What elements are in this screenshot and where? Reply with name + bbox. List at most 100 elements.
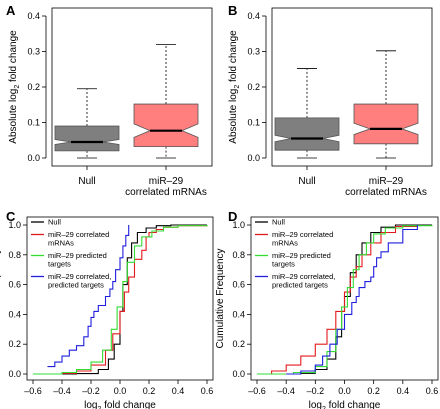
panel-c: 0.0 0.2 0.4 0.6 0.8 1.0 Cumulative Frequency –0… (0, 216, 214, 409)
y-tick-label: 0.4 (247, 11, 260, 21)
legend-label: miR–29 predicted (48, 251, 107, 260)
legend-label: miR–29 correlated, (272, 272, 335, 281)
x-tick-label: 0.4 (172, 386, 185, 396)
x-tick-label: 0.6 (426, 386, 439, 396)
x-tick-label: –0.6 (24, 386, 42, 396)
plot-frame (271, 7, 433, 167)
y-tick-label: 0.1 (27, 118, 40, 128)
x-category-label: Null (78, 176, 95, 187)
legend-label: miR–29 correlated, (48, 272, 111, 281)
legend-label: predicted targets (48, 281, 104, 290)
legend-label: predicted targets (272, 281, 328, 290)
box-body (54, 125, 120, 152)
y-tick-label: 0.0 (247, 153, 260, 163)
panel-d: 0.0 0.2 0.4 0.6 0.8 1.0 Cumulative Frequency –0… (215, 216, 439, 409)
panel-b: 0.0 0.1 0.2 0.3 0.4 Absolute log2 fold change… (228, 7, 433, 198)
x-tick-label: –0.6 (248, 386, 266, 396)
y-tick-label: 0.2 (27, 82, 40, 92)
legend-label: mRNAs (48, 239, 74, 248)
x-axis-label: log2 fold change (309, 400, 381, 409)
series-line-3 (286, 225, 418, 375)
y-axis-label: Absolute log2 fold change (228, 30, 241, 144)
y-axis-label: Cumulative Frequency (215, 248, 226, 348)
legend-label: miR–29 correlated (272, 230, 333, 239)
panel-letter-a: A (6, 3, 16, 18)
box-body (133, 103, 199, 148)
x-category-label: correlated mRNAs (345, 187, 427, 198)
y-tick-label: 0.1 (247, 118, 260, 128)
x-axis-label-main: log (309, 400, 322, 409)
y-axis-label-tail: fold change (228, 30, 239, 85)
y-axis-label-sub: 2 (14, 85, 21, 89)
legend-label: Null (48, 218, 61, 227)
panel-a: 0.0 0.1 0.2 0.3 0.4 Absolute log2 fold change… (8, 7, 213, 198)
legend-label: mRNAs (272, 239, 298, 248)
y-tick-label: 0.0 (27, 153, 40, 163)
y-tick-label: 0.8 (232, 250, 245, 260)
legend-label: targets (48, 260, 71, 269)
box-body (274, 117, 340, 151)
box-mir29 (353, 50, 419, 159)
x-tick-label: –0.4 (277, 386, 295, 396)
box-body (353, 103, 419, 145)
x-tick-label: –0.2 (82, 386, 100, 396)
legend-label: targets (272, 260, 295, 269)
series-line-2 (33, 225, 208, 375)
x-axis-label: log2 fold change (84, 400, 156, 409)
x-axis-label-sub: 2 (322, 406, 326, 409)
y-axis-label-tail: fold change (8, 30, 19, 85)
y-axis-label-main: Absolute log (228, 89, 239, 144)
y-tick-label: 0.4 (27, 11, 40, 21)
x-category-label: miR–29 (149, 176, 184, 187)
x-axis-label-tail: fold change (326, 400, 381, 409)
plot-frame (51, 7, 213, 167)
panel-letter-b: B (228, 3, 237, 18)
y-tick-label: 0.2 (232, 339, 245, 349)
legend-label: Null (272, 218, 285, 227)
x-axis-label-tail: fold change (101, 400, 156, 409)
x-tick-label: –0.4 (53, 386, 71, 396)
y-tick-label: 0.0 (232, 369, 245, 379)
x-tick-label: 0.2 (367, 386, 380, 396)
legend-label: miR–29 predicted (272, 251, 331, 260)
box-mir29 (133, 44, 199, 159)
y-tick-label: 0.3 (27, 47, 40, 57)
y-tick-label: 1.0 (8, 220, 21, 230)
series-line-3 (47, 225, 130, 368)
x-category-label: Null (298, 176, 315, 187)
y-tick-label: 0.6 (8, 280, 21, 290)
y-tick-label: 0.8 (8, 250, 21, 260)
y-axis-label: Cumulative Frequency (0, 248, 2, 348)
x-category-label: miR–29 (369, 176, 404, 187)
x-tick-label: –0.2 (307, 386, 325, 396)
y-axis-label: Absolute log2 fold change (8, 30, 21, 144)
x-tick-label: 0.6 (201, 386, 214, 396)
series-line-1 (257, 225, 418, 375)
y-tick-label: 0.3 (247, 47, 260, 57)
y-tick-label: 0.2 (247, 82, 260, 92)
x-tick-label: 0.2 (143, 386, 156, 396)
x-tick-label: 0.0 (114, 386, 127, 396)
x-axis-label-sub: 2 (97, 406, 101, 409)
box-null (54, 88, 120, 159)
legend-label: miR–29 correlated (48, 230, 109, 239)
series-line-2 (257, 225, 433, 375)
x-tick-label: 0.4 (397, 386, 410, 396)
panel-letter-c: C (6, 209, 16, 224)
series-line-0 (33, 224, 207, 375)
x-category-label: correlated mRNAs (125, 187, 207, 198)
x-tick-label: 0.0 (338, 386, 351, 396)
y-axis-label-main: Absolute log (8, 89, 19, 144)
y-tick-label: 0.4 (232, 309, 245, 319)
y-tick-label: 1.0 (232, 220, 245, 230)
panel-letter-d: D (228, 209, 237, 224)
box-null (274, 68, 340, 159)
y-tick-label: 0.2 (8, 339, 21, 349)
y-axis-label-sub: 2 (234, 85, 241, 89)
y-tick-label: 0.0 (8, 369, 21, 379)
x-axis-label-main: log (84, 400, 97, 409)
y-tick-label: 0.4 (8, 309, 21, 319)
